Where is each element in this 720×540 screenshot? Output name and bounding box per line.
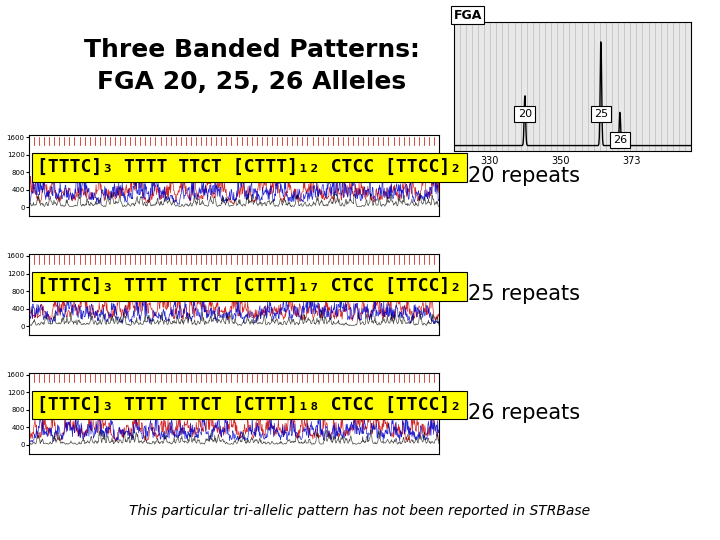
Text: 20 repeats: 20 repeats bbox=[468, 165, 580, 186]
Text: This particular tri-allelic pattern has not been reported in STRBase: This particular tri-allelic pattern has … bbox=[130, 504, 590, 518]
Text: 25: 25 bbox=[594, 109, 608, 119]
Text: 26: 26 bbox=[613, 135, 627, 145]
Text: [TTTC]₃ TTTT TTCT [CTTT]₁₈ CTCC [TTCC]₂: [TTTC]₃ TTTT TTCT [CTTT]₁₈ CTCC [TTCC]₂ bbox=[37, 396, 461, 414]
Text: Three Banded Patterns:: Three Banded Patterns: bbox=[84, 38, 420, 62]
Text: 26 repeats: 26 repeats bbox=[468, 403, 580, 423]
Text: 350: 350 bbox=[552, 157, 570, 166]
Text: FGA 20, 25, 26 Alleles: FGA 20, 25, 26 Alleles bbox=[97, 70, 407, 94]
Text: [TTTC]₃ TTTT TTCT [CTTT]₁₂ CTCC [TTCC]₂: [TTTC]₃ TTTT TTCT [CTTT]₁₂ CTCC [TTCC]₂ bbox=[37, 158, 461, 177]
Text: [TTTC]₃ TTTT TTCT [CTTT]₁₇ CTCC [TTCC]₂: [TTTC]₃ TTTT TTCT [CTTT]₁₇ CTCC [TTCC]₂ bbox=[37, 277, 461, 295]
Text: 25 repeats: 25 repeats bbox=[468, 284, 580, 305]
Text: 20: 20 bbox=[518, 109, 532, 119]
Text: FGA: FGA bbox=[454, 9, 482, 22]
Text: 330: 330 bbox=[480, 157, 498, 166]
Text: 373: 373 bbox=[623, 157, 641, 166]
